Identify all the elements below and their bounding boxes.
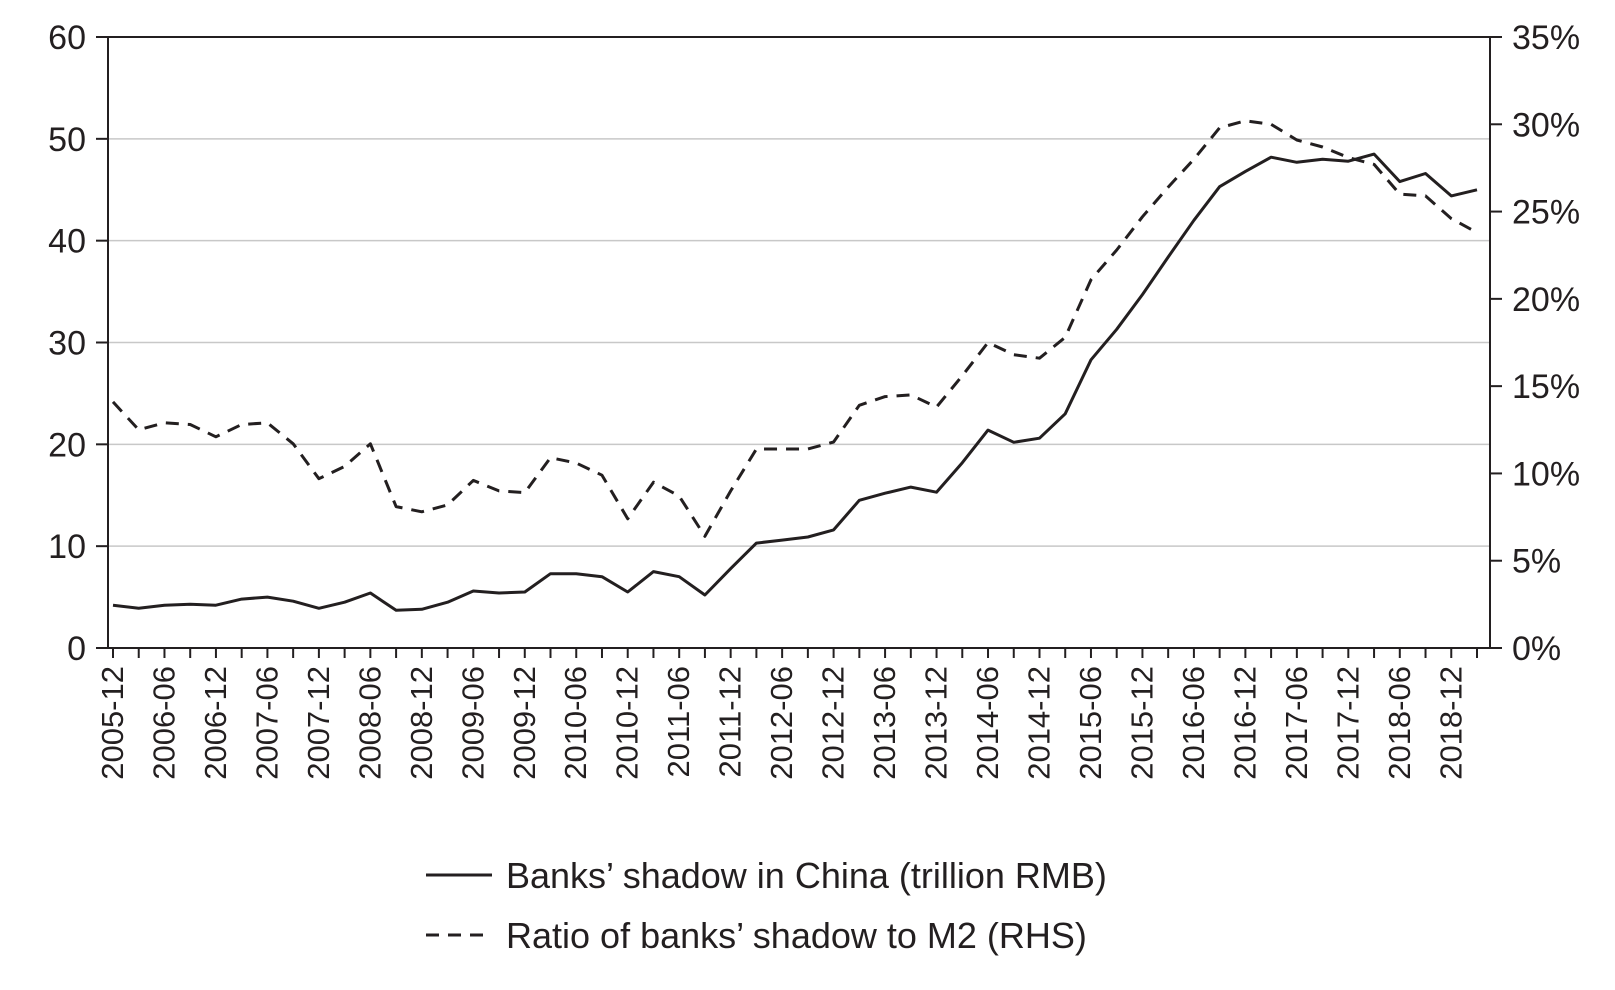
x-tick-label: 2011-06 [661,666,696,777]
x-tick-label: 2006-06 [146,666,181,780]
y-right-tick-label: 25% [1512,194,1580,232]
legend-label-ratio: Ratio of banks’ shadow to M2 (RHS) [506,915,1087,956]
y-left-tick-label: 20 [48,426,86,464]
x-tick-label: 2016-06 [1176,666,1211,780]
x-tick-label: 2012-06 [764,666,799,780]
x-tick-label: 2005-12 [95,666,130,780]
x-tick-label: 2018-12 [1433,666,1468,780]
x-tick-label: 2015-12 [1124,666,1159,780]
x-tick-label: 2017-06 [1279,666,1314,780]
y-left-tick-label: 60 [48,19,86,57]
x-tick-label: 2006-12 [198,666,233,780]
y-right-tick-label: 0% [1512,630,1561,668]
x-tick-label: 2009-06 [455,666,490,780]
x-tick-label: 2014-12 [1021,666,1056,780]
y-right-tick-label: 10% [1512,455,1580,493]
legend: Banks’ shadow in China (trillion RMB) Ra… [426,855,1107,956]
y-left-tick-label: 10 [48,528,86,566]
y-right-tick-label: 30% [1512,106,1580,144]
x-tick-label: 2018-06 [1382,666,1417,780]
x-tick-label: 2012-12 [816,666,851,780]
x-tick-label: 2017-12 [1330,666,1365,780]
series-line-ratio [111,119,1478,538]
y-left-tick-label: 40 [48,223,86,261]
x-tick-label: 2010-12 [610,666,645,780]
y-left-tick-label: 30 [48,325,86,363]
x-tick-label: 2014-06 [970,666,1005,780]
series-line-shadow [112,152,1478,612]
y-right-tick-label: 35% [1512,19,1580,57]
y-right-tick-label: 15% [1512,368,1580,406]
series-lines [111,119,1478,612]
y-right-tick-label: 20% [1512,281,1580,319]
x-tick-label: 2008-06 [352,666,387,780]
x-tick-label: 2011-12 [713,666,748,777]
x-tick-label: 2007-12 [301,666,336,780]
x-tick-label: 2009-12 [507,666,542,780]
x-tick-label: 2013-06 [867,666,902,780]
x-tick-label: 2016-12 [1227,666,1262,780]
y-right-tick-label: 5% [1512,543,1561,581]
legend-label-shadow: Banks’ shadow in China (trillion RMB) [506,855,1107,896]
axes: 0 10 20 30 40 50 60 0% 5% 10% 15% 20% 25% 30% 35% 2005-… [48,19,1580,780]
x-tick-label: 2015-06 [1073,666,1108,780]
y-left-tick-label: 0 [67,630,86,668]
x-tick-label: 2013-12 [919,666,954,780]
x-tick-label: 2008-12 [404,666,439,780]
y-left-tick-label: 50 [48,121,86,159]
x-tick-label: 2007-06 [249,666,284,780]
gridlines [108,138,1490,547]
x-tick-label: 2010-06 [558,666,593,780]
